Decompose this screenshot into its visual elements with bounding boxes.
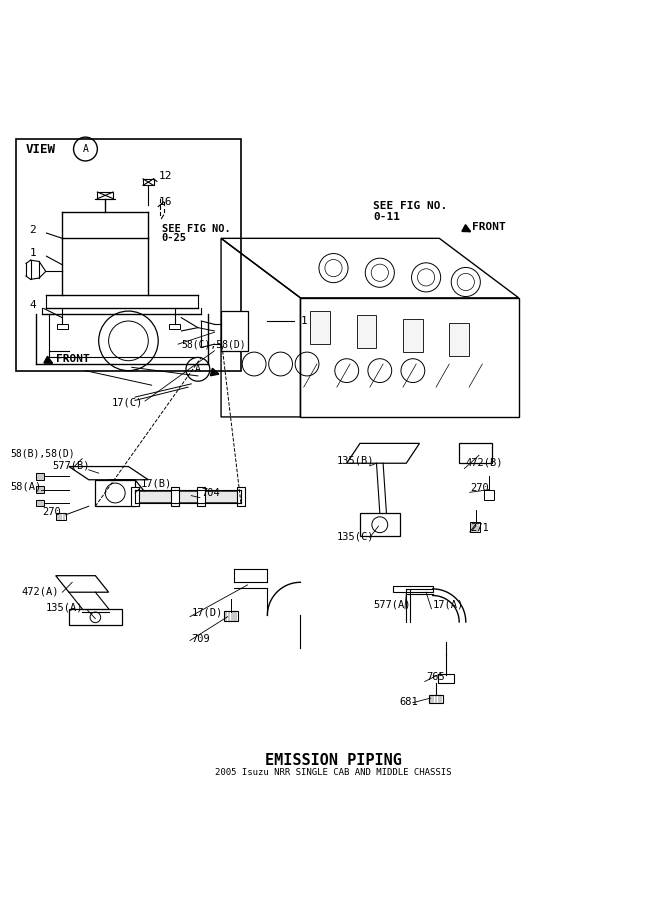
Bar — [16, 140, 241, 371]
Text: 135(C): 135(C) — [337, 531, 374, 541]
Text: 17(B): 17(B) — [140, 479, 171, 489]
Text: FRONT: FRONT — [55, 354, 89, 364]
Bar — [470, 522, 480, 532]
Bar — [95, 480, 135, 506]
Bar — [310, 311, 330, 344]
Bar — [169, 324, 180, 329]
Text: 58(B),58(D): 58(B),58(D) — [11, 448, 75, 459]
Text: 704: 704 — [201, 489, 220, 499]
Text: 12: 12 — [158, 171, 171, 181]
Bar — [224, 611, 237, 621]
Text: 2005 Isuzu NRR SINGLE CAB AND MIDDLE CHASSIS: 2005 Isuzu NRR SINGLE CAB AND MIDDLE CHA… — [215, 769, 452, 778]
Text: 0-11: 0-11 — [374, 212, 400, 221]
Bar — [131, 487, 139, 506]
Bar — [237, 487, 245, 506]
Text: 2: 2 — [29, 225, 36, 235]
Text: 58(A): 58(A) — [11, 482, 42, 491]
Text: FRONT: FRONT — [472, 222, 506, 232]
Text: A: A — [195, 364, 201, 374]
Text: SEE FIG NO.: SEE FIG NO. — [161, 224, 230, 234]
Text: 1: 1 — [300, 316, 307, 326]
Bar — [393, 586, 433, 592]
Text: 577(B): 577(B) — [53, 461, 90, 471]
Bar — [143, 179, 153, 185]
Bar — [36, 500, 44, 506]
Text: 765: 765 — [426, 672, 445, 682]
Text: 270: 270 — [470, 483, 488, 493]
Bar — [36, 486, 44, 493]
Text: 135(A): 135(A) — [46, 602, 83, 612]
Bar — [360, 513, 400, 536]
Text: 4: 4 — [29, 301, 36, 310]
Bar — [197, 487, 205, 506]
Text: 472(A): 472(A) — [21, 586, 59, 596]
Text: 709: 709 — [191, 634, 210, 643]
Bar — [484, 490, 494, 500]
Bar — [403, 319, 423, 352]
Text: 0-25: 0-25 — [161, 233, 187, 243]
Bar — [450, 323, 469, 356]
Text: 58(C),58(D): 58(C),58(D) — [181, 339, 246, 349]
Text: 472(B): 472(B) — [466, 458, 504, 468]
Text: 17(C): 17(C) — [112, 398, 143, 408]
Text: A: A — [83, 144, 89, 154]
Text: 681: 681 — [400, 697, 418, 706]
Bar — [55, 514, 65, 520]
Text: 1: 1 — [29, 248, 36, 258]
Text: 135(B): 135(B) — [337, 455, 374, 465]
Bar — [438, 673, 454, 683]
Text: 17(D): 17(D) — [191, 608, 223, 617]
Bar — [171, 487, 179, 506]
Bar — [357, 315, 376, 348]
Text: EMISSION PIPING: EMISSION PIPING — [265, 753, 402, 769]
Text: VIEW: VIEW — [26, 142, 56, 156]
Text: SEE FIG NO.: SEE FIG NO. — [374, 201, 448, 211]
Bar — [57, 324, 67, 329]
Bar — [69, 608, 122, 626]
Text: 271: 271 — [470, 523, 488, 533]
Bar — [430, 695, 443, 703]
Text: 16: 16 — [158, 197, 171, 207]
Bar — [97, 192, 113, 199]
Bar — [459, 444, 492, 464]
Bar — [36, 473, 44, 480]
Text: 270: 270 — [43, 507, 61, 517]
Bar — [135, 491, 241, 501]
Bar — [221, 311, 247, 351]
Text: 577(A): 577(A) — [374, 599, 411, 609]
Text: 17(A): 17(A) — [433, 599, 464, 609]
